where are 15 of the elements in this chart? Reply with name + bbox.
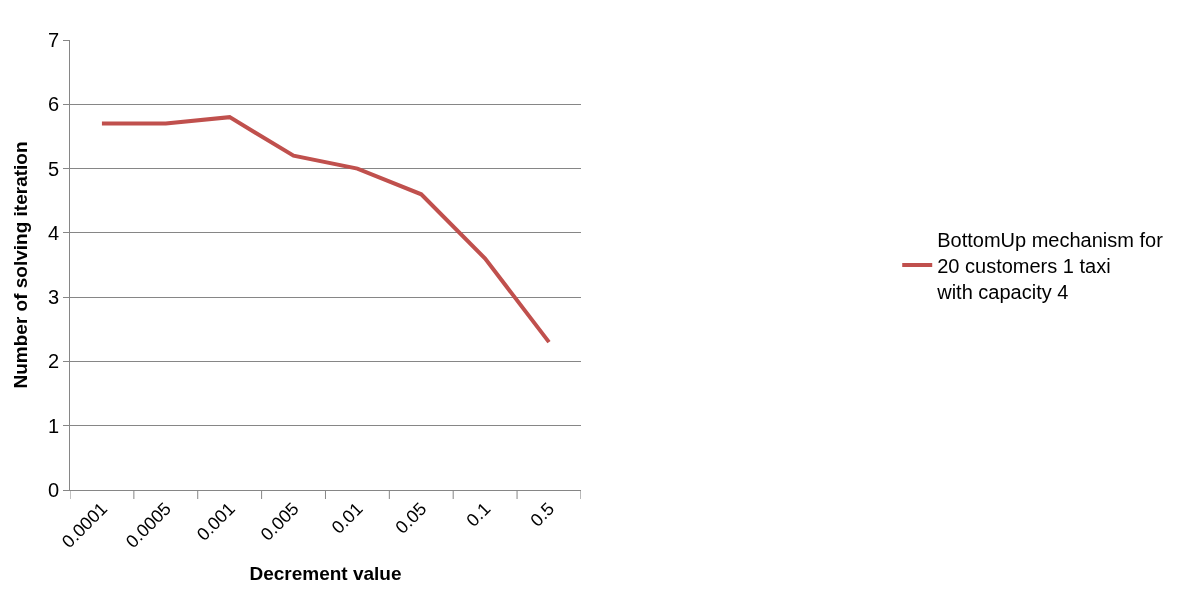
legend-label: BottomUp mechanism for 20 customers 1 taxi with capacity 4 xyxy=(936,228,1164,303)
line-series xyxy=(99,115,551,345)
y-tick-label: 5 xyxy=(47,157,59,180)
y-tick-label: 7 xyxy=(47,29,59,51)
y-axis-title: Number of solving iteration xyxy=(9,141,31,389)
y-tick-label: 1 xyxy=(47,414,59,437)
x-axis-title: Decrement value xyxy=(249,562,402,584)
y-tick-label: 2 xyxy=(47,350,59,373)
x-tick-label: 0.5 xyxy=(526,498,559,531)
y-tick-label: 4 xyxy=(47,221,59,244)
y-tick-label: 3 xyxy=(47,286,59,309)
y-tick-label: 0 xyxy=(47,479,59,501)
x-tick-label: 0.01 xyxy=(327,498,367,538)
x-tick-label: 0.1 xyxy=(462,498,495,531)
y-tick-label: 6 xyxy=(47,93,59,116)
